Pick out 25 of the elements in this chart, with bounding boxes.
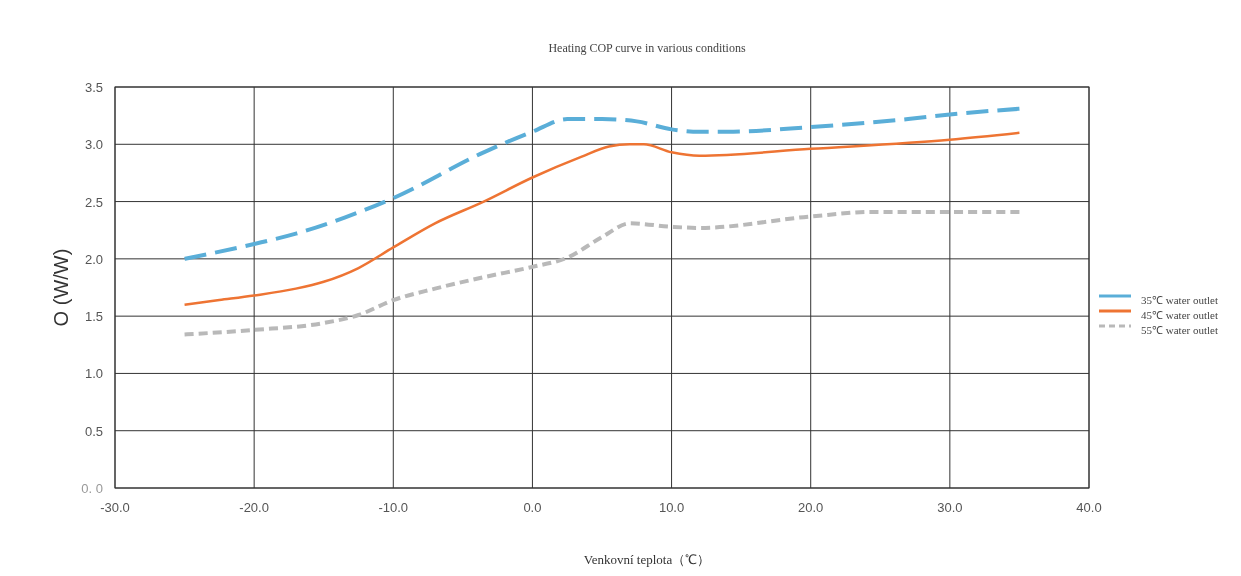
x-tick-label: 40.0 xyxy=(1076,500,1102,515)
x-tick-label: 0.0 xyxy=(523,500,542,515)
x-axis-title: Venkovní teplota（℃） xyxy=(583,552,711,567)
y-tick-label: 2.0 xyxy=(84,251,103,267)
y-tick-label: 0.5 xyxy=(84,423,103,439)
legend-label: 35℃ water outlet xyxy=(1141,294,1218,306)
x-tick-label: -30.0 xyxy=(100,500,130,515)
y-tick-label: 3.0 xyxy=(84,137,103,153)
line-series xyxy=(182,106,1022,261)
y-tick-label: 0. 0 xyxy=(81,481,103,496)
chart-title: Heating COP curve in various conditions xyxy=(548,41,746,55)
y-axis-title: O (W/W) xyxy=(50,248,72,327)
x-tick-label: -10.0 xyxy=(378,500,409,515)
line-series xyxy=(183,131,1021,306)
legend-label: 45℃ water outlet xyxy=(1141,309,1218,321)
line-series xyxy=(182,209,1022,337)
x-tick-label: 30.0 xyxy=(937,500,963,515)
y-tick-label: 1.0 xyxy=(84,366,103,382)
x-tick-label: -20.0 xyxy=(239,500,269,515)
legend-label: 55℃ water outlet xyxy=(1141,324,1218,336)
y-tick-label: 3.5 xyxy=(84,80,103,95)
y-tick-label: 2.5 xyxy=(84,194,103,210)
x-tick-label: 10.0 xyxy=(658,500,685,515)
y-tick-label: 1.5 xyxy=(84,309,103,325)
x-tick-label: 20.0 xyxy=(798,500,824,515)
